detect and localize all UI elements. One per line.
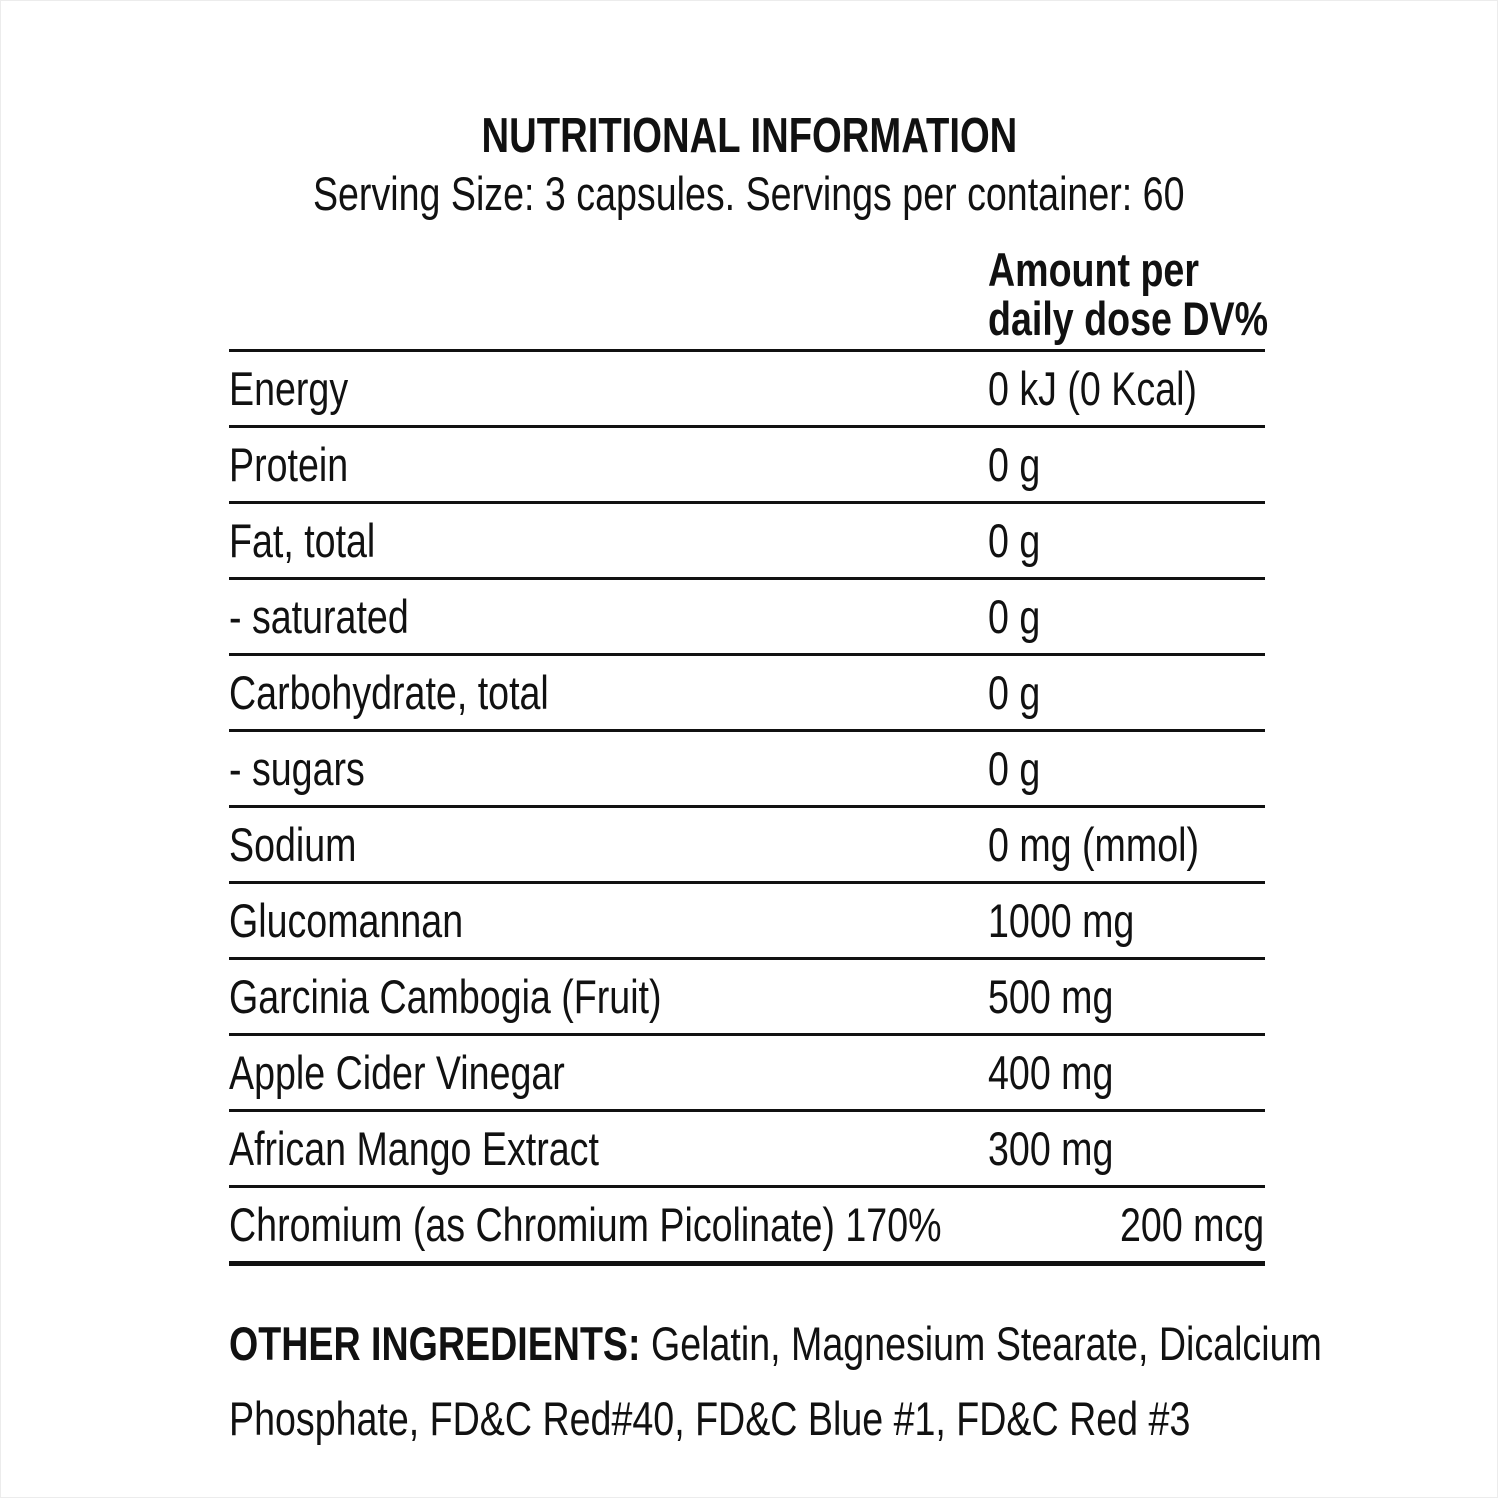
row-label-text: Garcinia Cambogia (Fruit) (229, 970, 662, 1023)
row-label: Energy (229, 361, 988, 416)
amount-column-header-text: Amount per daily dose DV% (988, 245, 1268, 343)
row-amount-text: 0 mg (mmol) (988, 818, 1199, 871)
row-label: - sugars (229, 741, 988, 796)
row-amount-text: 0 g (988, 514, 1041, 567)
table-row-fat-total: Fat, total 0 g (229, 504, 1265, 580)
row-amount: 0 kJ (0 Kcal) (988, 361, 1265, 416)
table-row-sugars: - sugars 0 g (229, 732, 1265, 808)
row-label: Sodium (229, 817, 988, 872)
other-ingredients-label: OTHER INGREDIENTS: (229, 1317, 641, 1370)
row-label-text: African Mango Extract (229, 1122, 599, 1175)
table-row-carbohydrate-total: Carbohydrate, total 0 g (229, 656, 1265, 732)
table-row-apple-cider-vinegar: Apple Cider Vinegar 400 mg (229, 1036, 1265, 1112)
row-amount: 500 mg (988, 969, 1265, 1024)
row-amount-text: 0 g (988, 590, 1041, 643)
page-title: NUTRITIONAL INFORMATION (1, 111, 1497, 161)
row-amount: 300 mg (988, 1121, 1265, 1176)
table-row-energy: Energy 0 kJ (0 Kcal) (229, 352, 1265, 428)
row-amount: 400 mg (988, 1045, 1265, 1100)
row-amount: 0 g (988, 513, 1265, 568)
serving-info: Serving Size: 3 capsules. Servings per c… (1, 169, 1497, 219)
row-amount-text: 300 mg (988, 1122, 1114, 1175)
other-ingredients-line1: Gelatin, Magnesium Stearate, Dicalcium (650, 1317, 1322, 1370)
row-amount: 0 g (988, 665, 1265, 720)
row-label-text: - saturated (229, 590, 409, 643)
row-amount: 1000 mg (988, 893, 1265, 948)
other-ingredients-line2: Phosphate, FD&C Red#40, FD&C Blue #1, FD… (229, 1392, 1191, 1445)
row-label: Chromium (as Chromium Picolinate) 170% (229, 1197, 1120, 1252)
nutrition-table: Energy 0 kJ (0 Kcal) Protein 0 g Fat, to… (229, 349, 1265, 1266)
row-label-text: Carbohydrate, total (229, 666, 549, 719)
row-label: Glucomannan (229, 893, 988, 948)
page-title-text: NUTRITIONAL INFORMATION (481, 109, 1017, 163)
table-row-sodium: Sodium 0 mg (mmol) (229, 808, 1265, 884)
row-amount-text: 0 g (988, 666, 1041, 719)
table-row-protein: Protein 0 g (229, 428, 1265, 504)
other-ingredients: OTHER INGREDIENTS: Gelatin, Magnesium St… (229, 1306, 1322, 1456)
amount-column-header: Amount per daily dose DV% (988, 245, 1268, 343)
row-label-text: Sodium (229, 818, 357, 871)
row-label: - saturated (229, 589, 988, 644)
serving-info-text: Serving Size: 3 capsules. Servings per c… (313, 167, 1185, 220)
row-label: Garcinia Cambogia (Fruit) (229, 969, 988, 1024)
label-header: NUTRITIONAL INFORMATION Serving Size: 3 … (1, 1, 1497, 219)
amount-header-line2: daily dose DV% (988, 292, 1268, 345)
row-label-text: Chromium (as Chromium Picolinate) 170% (229, 1198, 942, 1251)
table-row-glucomannan: Glucomannan 1000 mg (229, 884, 1265, 960)
row-label-text: Fat, total (229, 514, 376, 567)
row-amount: 0 g (988, 741, 1265, 796)
row-amount-text: 0 g (988, 438, 1041, 491)
row-amount-text: 200 mcg (1119, 1198, 1264, 1251)
row-label: Carbohydrate, total (229, 665, 988, 720)
row-amount-text: 500 mg (988, 970, 1114, 1023)
amount-header-line1: Amount per (988, 243, 1199, 296)
row-amount-text: 400 mg (988, 1046, 1114, 1099)
row-label: Protein (229, 437, 988, 492)
row-label-text: Energy (229, 362, 349, 415)
label-content: Amount per daily dose DV% Energy 0 kJ (0 … (229, 245, 1322, 1456)
table-row-chromium: Chromium (as Chromium Picolinate) 170% 2… (229, 1188, 1265, 1266)
row-amount-text: 1000 mg (988, 894, 1135, 947)
row-amount: 0 g (988, 589, 1265, 644)
table-row-african-mango-extract: African Mango Extract 300 mg (229, 1112, 1265, 1188)
row-label: African Mango Extract (229, 1121, 988, 1176)
row-label-text: - sugars (229, 742, 365, 795)
row-label: Apple Cider Vinegar (229, 1045, 988, 1100)
row-label-text: Apple Cider Vinegar (229, 1046, 565, 1099)
row-amount: 0 g (988, 437, 1265, 492)
table-row-garcinia-cambogia: Garcinia Cambogia (Fruit) 500 mg (229, 960, 1265, 1036)
row-label-text: Glucomannan (229, 894, 464, 947)
row-amount-text: 0 kJ (0 Kcal) (988, 362, 1197, 415)
row-amount: 200 mcg (1120, 1197, 1300, 1252)
row-label-text: Protein (229, 438, 349, 491)
table-row-saturated: - saturated 0 g (229, 580, 1265, 656)
row-label: Fat, total (229, 513, 988, 568)
row-amount: 0 mg (mmol) (988, 817, 1265, 872)
row-amount-text: 0 g (988, 742, 1041, 795)
